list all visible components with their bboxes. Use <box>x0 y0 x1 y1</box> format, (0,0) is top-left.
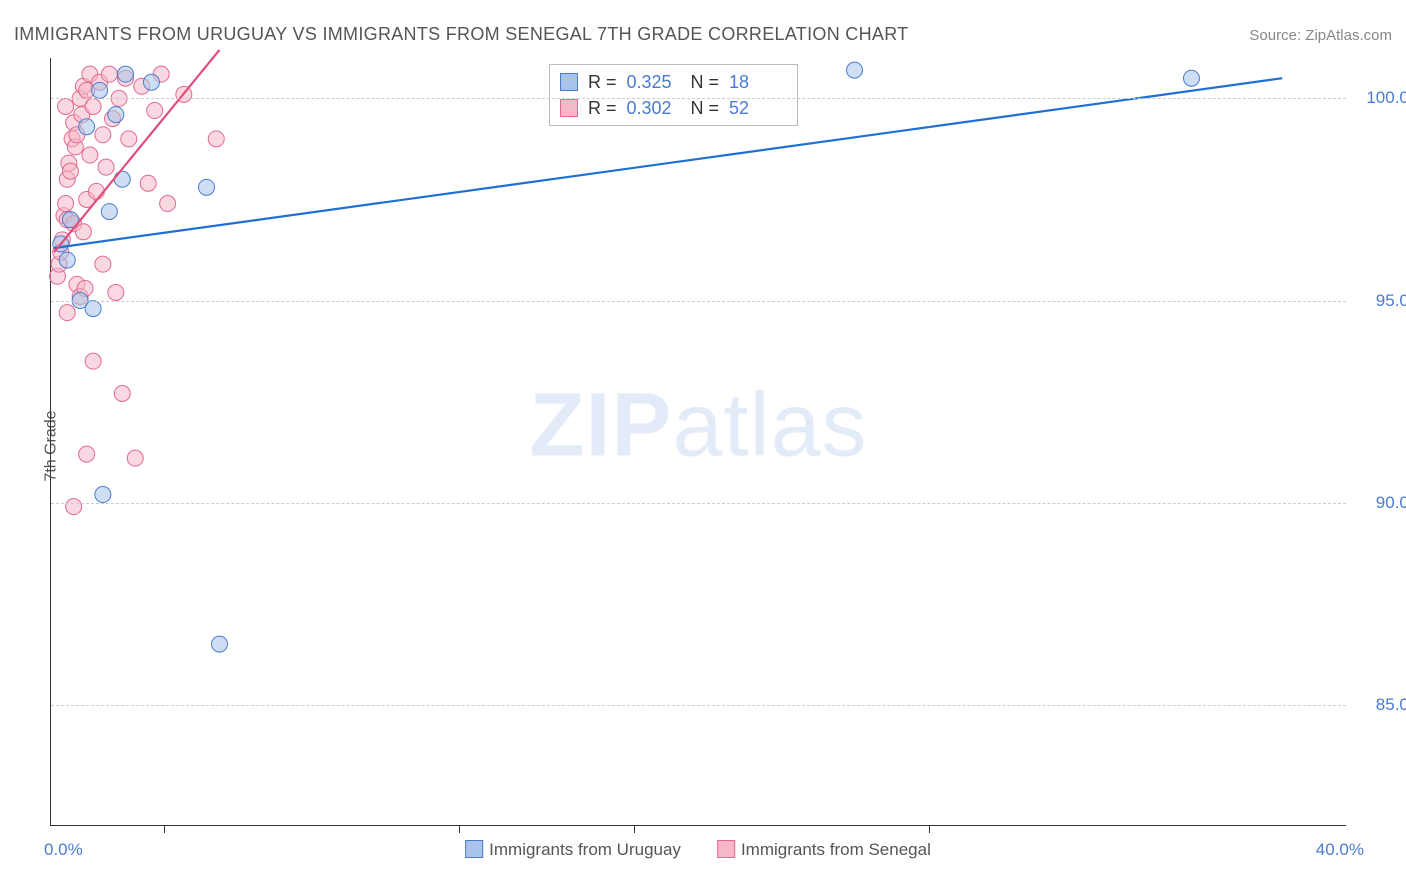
scatter-point-b <box>58 99 74 115</box>
scatter-point-b <box>108 284 124 300</box>
x-tick <box>164 825 165 833</box>
stats-r-value: 0.325 <box>627 69 681 95</box>
legend-label: Immigrants from Senegal <box>741 840 931 859</box>
scatter-point-a <box>118 66 134 82</box>
legend-swatch-b <box>717 840 735 858</box>
scatter-point-b <box>59 305 75 321</box>
source-prefix: Source: <box>1249 27 1305 44</box>
scatter-point-b <box>58 196 74 212</box>
y-tick-label: 90.0% <box>1354 493 1406 513</box>
scatter-point-b <box>79 446 95 462</box>
scatter-point-b <box>62 163 78 179</box>
scatter-point-a <box>95 487 111 503</box>
legend-swatch-a <box>465 840 483 858</box>
plot-svg <box>51 58 1346 825</box>
scatter-point-a <box>85 301 101 317</box>
scatter-point-b <box>121 131 137 147</box>
y-tick-label: 95.0% <box>1354 291 1406 311</box>
scatter-point-b <box>95 256 111 272</box>
scatter-point-a <box>108 107 124 123</box>
y-tick-label: 85.0% <box>1354 695 1406 715</box>
stats-legend-box: R =0.325N =18R =0.302N =52 <box>549 64 798 126</box>
plot-area: ZIPatlas R =0.325N =18R =0.302N =52 85.0… <box>50 58 1346 826</box>
gridline-h <box>51 503 1346 504</box>
scatter-point-a <box>199 179 215 195</box>
x-axis-max-label: 40.0% <box>1316 840 1364 860</box>
scatter-point-b <box>101 66 117 82</box>
scatter-point-a <box>211 636 227 652</box>
gridline-h <box>51 301 1346 302</box>
x-tick <box>634 825 635 833</box>
source-attribution: Source: ZipAtlas.com <box>1249 27 1392 44</box>
scatter-point-b <box>140 175 156 191</box>
x-axis-labels: 0.0% Immigrants from UruguayImmigrants f… <box>50 840 1346 870</box>
legend-swatch-a <box>560 73 578 91</box>
scatter-point-b <box>98 159 114 175</box>
scatter-point-a <box>101 204 117 220</box>
legend-item-a: Immigrants from Uruguay <box>465 840 681 860</box>
bottom-legend: Immigrants from Uruguay Immigrants from S… <box>465 840 931 860</box>
stats-n-label: N = <box>691 69 720 95</box>
scatter-point-b <box>160 196 176 212</box>
scatter-point-a <box>79 119 95 135</box>
legend-label: Immigrants from Uruguay <box>489 840 681 859</box>
gridline-h <box>51 98 1346 99</box>
chart-title: IMMIGRANTS FROM URUGUAY VS IMMIGRANTS FR… <box>14 24 908 45</box>
x-tick <box>459 825 460 833</box>
scatter-point-a <box>59 252 75 268</box>
y-tick-label: 100.0% <box>1354 88 1406 108</box>
legend-swatch-b <box>560 99 578 117</box>
scatter-point-b <box>114 385 130 401</box>
scatter-point-b <box>66 499 82 515</box>
scatter-point-b <box>95 127 111 143</box>
stats-row-a: R = 0.325 N = 18 <box>560 69 783 95</box>
scatter-point-b <box>147 103 163 119</box>
stats-n-value: 18 <box>729 69 783 95</box>
scatter-point-a <box>1183 70 1199 86</box>
scatter-point-a <box>143 74 159 90</box>
scatter-point-a <box>114 171 130 187</box>
x-axis-min-label: 0.0% <box>44 840 83 860</box>
stats-r-label: R = <box>588 69 617 95</box>
gridline-h <box>51 705 1346 706</box>
source-link[interactable]: ZipAtlas.com <box>1305 27 1392 44</box>
title-bar: IMMIGRANTS FROM URUGUAY VS IMMIGRANTS FR… <box>14 24 1392 45</box>
scatter-point-b <box>208 131 224 147</box>
scatter-point-b <box>82 147 98 163</box>
scatter-point-b <box>75 224 91 240</box>
x-tick <box>929 825 930 833</box>
scatter-point-b <box>85 99 101 115</box>
legend-item-b: Immigrants from Senegal <box>717 840 931 860</box>
scatter-point-b <box>127 450 143 466</box>
scatter-point-a <box>847 62 863 78</box>
scatter-point-b <box>88 183 104 199</box>
scatter-point-a <box>92 82 108 98</box>
scatter-point-b <box>85 353 101 369</box>
